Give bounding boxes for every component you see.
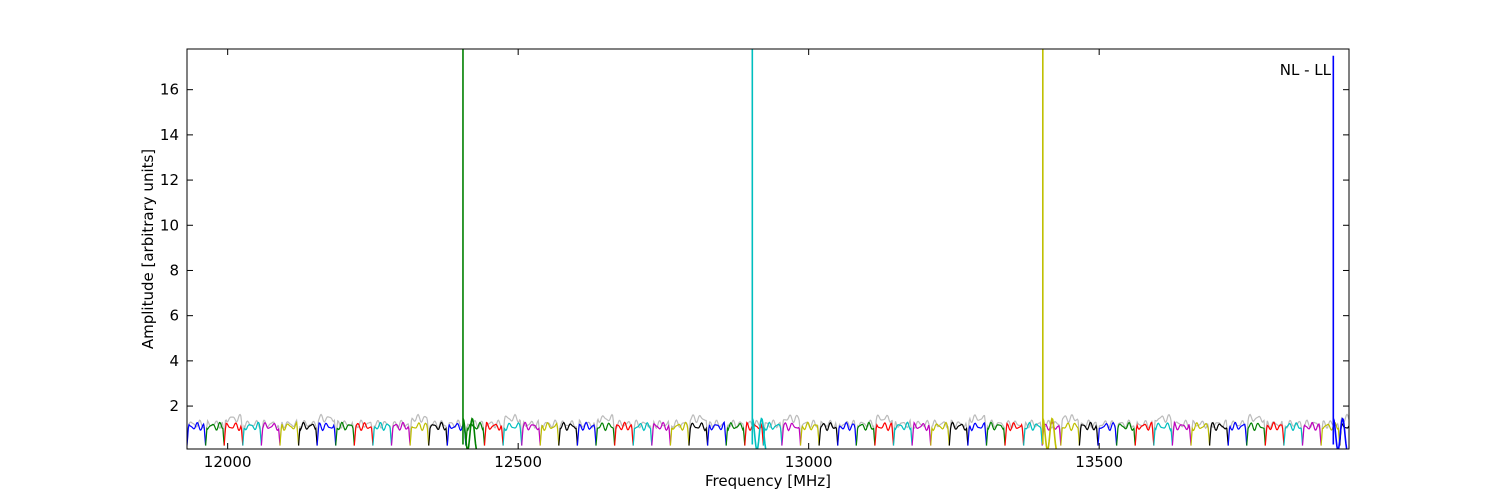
channel-trace	[632, 421, 653, 446]
channel-trace	[799, 421, 820, 446]
spike-ringing	[751, 417, 767, 449]
channel-trace	[465, 421, 486, 446]
channel-trace	[818, 421, 839, 446]
channel-trace	[837, 421, 857, 446]
channel-trace	[1209, 421, 1229, 446]
y-tick-label: 6	[169, 307, 179, 325]
y-axis-label: Amplitude [arbitrary units]	[139, 149, 157, 349]
channel-trace	[502, 422, 523, 446]
channel-trace	[187, 422, 207, 446]
channel-trace	[725, 421, 746, 446]
series-layer	[187, 413, 1349, 446]
channel-trace	[335, 421, 355, 446]
channel-trace	[1097, 422, 1118, 446]
channel-trace	[707, 420, 727, 446]
channel-trace	[1023, 421, 1043, 446]
channel-trace	[911, 421, 932, 446]
spike-ringing	[1332, 417, 1348, 449]
y-tick-label: 4	[169, 352, 179, 370]
y-tick-label: 2	[169, 397, 179, 415]
x-tick-label: 12000	[204, 453, 252, 471]
plot-annotation: NL - LL	[1280, 61, 1332, 79]
y-tick-label: 12	[160, 171, 179, 189]
spike-ringing	[462, 417, 478, 449]
y-tick-label: 16	[160, 81, 179, 99]
channel-trace	[1004, 422, 1025, 446]
y-axis-ticks: 2 4 6 8 10 12 14 16	[160, 81, 1349, 415]
channel-trace	[372, 421, 393, 446]
channel-trace	[1134, 421, 1155, 446]
channel-trace	[316, 422, 337, 446]
channel-trace	[1339, 421, 1349, 446]
channel-trace	[390, 421, 411, 446]
channel-trace	[1078, 421, 1099, 446]
spike-layer	[462, 49, 1348, 449]
channel-trace	[1246, 422, 1266, 446]
channel-trace	[1227, 421, 1248, 446]
channel-trace	[1301, 421, 1322, 446]
channel-trace	[762, 421, 783, 446]
channel-trace	[1153, 422, 1173, 446]
channel-trace	[1060, 422, 1080, 446]
channel-trace	[781, 422, 802, 446]
channel-trace	[576, 421, 597, 446]
channel-trace	[409, 422, 430, 446]
channel-trace	[930, 421, 950, 446]
channel-trace	[558, 421, 578, 446]
channel-trace	[521, 421, 541, 446]
channel-trace	[892, 421, 913, 446]
channel-trace	[651, 421, 671, 446]
x-axis-ticks: 12000 12500 13000 13500	[204, 49, 1123, 471]
channel-trace	[1190, 422, 1211, 446]
channel-trace	[428, 421, 448, 446]
channel-trace	[967, 421, 988, 446]
channel-trace	[669, 421, 690, 446]
channel-trace	[1116, 421, 1136, 446]
channel-trace	[298, 421, 318, 446]
x-tick-label: 13500	[1075, 453, 1123, 471]
y-tick-label: 14	[160, 126, 179, 144]
channel-trace	[948, 421, 969, 446]
plot-background	[187, 49, 1349, 449]
channel-trace	[688, 422, 709, 446]
channel-trace	[1264, 421, 1285, 446]
channel-trace	[1320, 421, 1341, 446]
x-axis-label: Frequency [MHz]	[705, 472, 831, 490]
channel-trace	[483, 421, 504, 446]
channel-trace	[1171, 420, 1192, 446]
y-tick-label: 8	[169, 261, 179, 279]
channel-trace	[353, 422, 374, 446]
y-tick-label: 10	[160, 216, 179, 234]
channel-trace	[223, 422, 244, 446]
channel-trace	[539, 421, 560, 446]
channel-trace	[260, 422, 281, 446]
channel-trace	[595, 422, 616, 446]
channel-trace	[242, 421, 262, 446]
x-tick-label: 13000	[785, 453, 833, 471]
channel-trace	[1283, 422, 1304, 446]
channel-trace	[205, 421, 225, 446]
channel-trace	[985, 421, 1006, 446]
channel-trace	[874, 422, 895, 446]
plot-frame	[186, 48, 1350, 450]
spike-ringing	[1042, 417, 1058, 449]
channel-trace	[855, 421, 876, 446]
channel-trace	[614, 421, 634, 446]
x-tick-label: 12500	[494, 453, 542, 471]
channel-trace	[279, 420, 300, 446]
